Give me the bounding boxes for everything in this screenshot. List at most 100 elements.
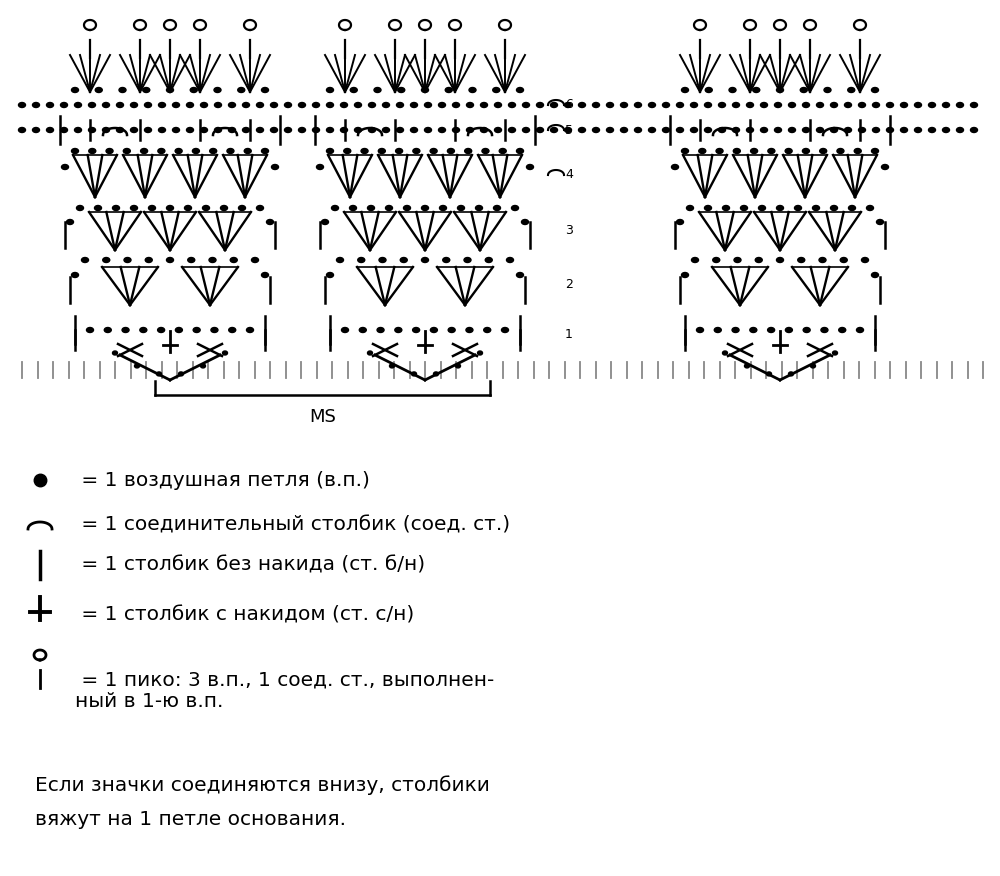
Ellipse shape bbox=[316, 165, 324, 169]
Ellipse shape bbox=[718, 102, 726, 108]
Ellipse shape bbox=[734, 258, 741, 263]
Ellipse shape bbox=[322, 220, 328, 224]
Ellipse shape bbox=[648, 102, 656, 108]
Ellipse shape bbox=[713, 258, 720, 263]
Ellipse shape bbox=[166, 88, 174, 93]
Ellipse shape bbox=[830, 102, 838, 108]
Ellipse shape bbox=[368, 351, 372, 355]
Ellipse shape bbox=[458, 206, 464, 210]
Ellipse shape bbox=[256, 102, 264, 108]
Ellipse shape bbox=[452, 128, 460, 132]
Ellipse shape bbox=[396, 102, 404, 108]
Ellipse shape bbox=[776, 88, 784, 93]
Ellipse shape bbox=[705, 88, 712, 93]
Ellipse shape bbox=[438, 102, 446, 108]
Ellipse shape bbox=[750, 328, 757, 333]
Ellipse shape bbox=[722, 206, 730, 210]
Ellipse shape bbox=[332, 206, 338, 210]
Ellipse shape bbox=[774, 128, 782, 132]
Ellipse shape bbox=[465, 149, 472, 153]
Ellipse shape bbox=[872, 272, 879, 278]
Ellipse shape bbox=[592, 102, 600, 108]
Ellipse shape bbox=[740, 206, 748, 210]
Ellipse shape bbox=[751, 149, 758, 153]
Ellipse shape bbox=[819, 258, 826, 263]
Ellipse shape bbox=[130, 102, 138, 108]
Ellipse shape bbox=[928, 102, 936, 108]
Ellipse shape bbox=[130, 206, 138, 210]
Ellipse shape bbox=[175, 328, 182, 333]
Ellipse shape bbox=[256, 128, 264, 132]
Ellipse shape bbox=[830, 128, 838, 132]
Ellipse shape bbox=[900, 102, 908, 108]
Ellipse shape bbox=[620, 102, 628, 108]
Ellipse shape bbox=[141, 149, 148, 153]
Ellipse shape bbox=[158, 102, 166, 108]
Ellipse shape bbox=[478, 351, 482, 355]
Ellipse shape bbox=[239, 206, 246, 210]
Ellipse shape bbox=[856, 328, 864, 333]
Ellipse shape bbox=[956, 102, 964, 108]
Ellipse shape bbox=[456, 364, 460, 368]
Ellipse shape bbox=[72, 88, 78, 93]
Ellipse shape bbox=[620, 128, 628, 132]
Ellipse shape bbox=[130, 128, 138, 132]
Ellipse shape bbox=[522, 220, 528, 224]
Ellipse shape bbox=[148, 206, 156, 210]
Ellipse shape bbox=[186, 102, 194, 108]
Ellipse shape bbox=[606, 102, 614, 108]
Ellipse shape bbox=[74, 102, 82, 108]
Text: = 1 столбик с накидом (ст. с/н): = 1 столбик с накидом (ст. с/н) bbox=[75, 605, 414, 625]
Text: 2: 2 bbox=[565, 279, 573, 292]
Ellipse shape bbox=[374, 88, 381, 93]
Ellipse shape bbox=[837, 149, 844, 153]
Ellipse shape bbox=[882, 165, 889, 169]
Text: 4: 4 bbox=[565, 168, 573, 181]
Ellipse shape bbox=[94, 206, 102, 210]
Ellipse shape bbox=[507, 258, 514, 263]
Ellipse shape bbox=[60, 102, 68, 108]
Ellipse shape bbox=[156, 372, 162, 376]
Ellipse shape bbox=[448, 328, 455, 333]
Ellipse shape bbox=[516, 149, 524, 153]
Ellipse shape bbox=[359, 328, 366, 333]
Ellipse shape bbox=[676, 128, 684, 132]
Ellipse shape bbox=[839, 328, 846, 333]
Ellipse shape bbox=[803, 328, 810, 333]
Ellipse shape bbox=[326, 128, 334, 132]
Ellipse shape bbox=[103, 128, 110, 132]
Ellipse shape bbox=[398, 88, 405, 93]
Ellipse shape bbox=[103, 258, 110, 263]
Ellipse shape bbox=[32, 102, 40, 108]
Ellipse shape bbox=[140, 328, 147, 333]
Ellipse shape bbox=[377, 328, 384, 333]
Ellipse shape bbox=[914, 102, 922, 108]
Ellipse shape bbox=[776, 206, 784, 210]
Ellipse shape bbox=[704, 206, 712, 210]
Ellipse shape bbox=[422, 206, 428, 210]
Ellipse shape bbox=[550, 128, 558, 132]
Ellipse shape bbox=[785, 328, 792, 333]
Ellipse shape bbox=[192, 149, 199, 153]
Ellipse shape bbox=[788, 128, 796, 132]
Ellipse shape bbox=[648, 128, 656, 132]
Ellipse shape bbox=[188, 258, 195, 263]
Ellipse shape bbox=[344, 149, 351, 153]
Ellipse shape bbox=[227, 149, 234, 153]
Ellipse shape bbox=[89, 149, 96, 153]
Ellipse shape bbox=[186, 128, 194, 132]
Ellipse shape bbox=[246, 328, 254, 333]
Ellipse shape bbox=[718, 128, 726, 132]
Ellipse shape bbox=[672, 165, 678, 169]
Ellipse shape bbox=[18, 128, 26, 132]
Ellipse shape bbox=[256, 206, 264, 210]
Ellipse shape bbox=[430, 149, 437, 153]
Ellipse shape bbox=[368, 206, 374, 210]
Ellipse shape bbox=[122, 328, 129, 333]
Ellipse shape bbox=[494, 128, 502, 132]
Ellipse shape bbox=[103, 102, 110, 108]
Ellipse shape bbox=[82, 258, 88, 263]
Ellipse shape bbox=[447, 149, 454, 153]
Ellipse shape bbox=[635, 128, 642, 132]
Ellipse shape bbox=[767, 372, 772, 376]
